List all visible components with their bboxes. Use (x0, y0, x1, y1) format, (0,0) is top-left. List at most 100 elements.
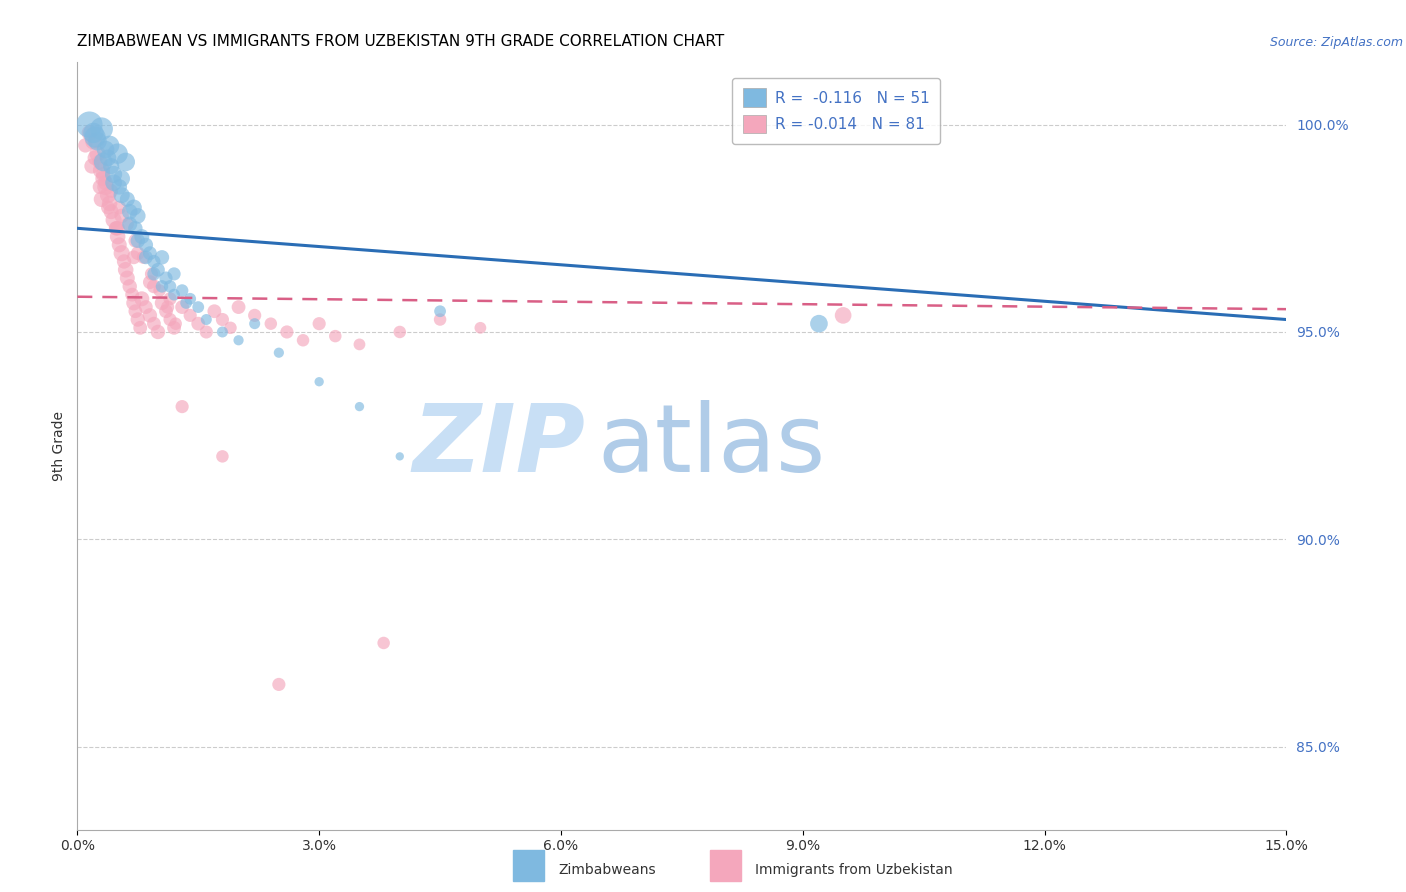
Point (156, 300, 179, 314)
Point (124, 304, 146, 318)
Point (195, 325, 218, 339)
Point (179, 309, 201, 323)
Point (86, 146, 108, 161)
Point (90, 121, 112, 136)
Text: ZIMBABWEAN VS IMMIGRANTS FROM UZBEKISTAN 9TH GRADE CORRELATION CHART: ZIMBABWEAN VS IMMIGRANTS FROM UZBEKISTAN… (77, 34, 724, 49)
Point (807, 317, 830, 331)
Point (117, 271, 139, 285)
Point (111, 171, 134, 186)
Text: Source: ZipAtlas.com: Source: ZipAtlas.com (1270, 36, 1403, 49)
Point (79, 118, 101, 132)
Point (79, 126, 101, 140)
Point (84, 130, 107, 145)
Point (832, 309, 855, 323)
Point (111, 209, 134, 223)
Point (228, 333, 250, 347)
Point (107, 146, 129, 161)
Point (103, 213, 125, 227)
Point (75, 138, 97, 153)
Point (94, 176, 117, 190)
Point (219, 321, 242, 335)
Point (124, 234, 146, 248)
Point (111, 188, 134, 202)
Point (135, 250, 157, 264)
Point (91, 155, 114, 169)
Point (139, 246, 162, 260)
Point (100, 159, 122, 173)
Point (98, 196, 121, 211)
Point (91, 171, 114, 186)
Point (131, 292, 153, 306)
Point (163, 321, 186, 335)
Point (122, 296, 145, 310)
Point (388, 325, 411, 339)
Point (163, 287, 186, 301)
Point (470, 321, 492, 335)
Point (148, 284, 170, 298)
Point (127, 312, 149, 326)
Point (105, 221, 128, 235)
Y-axis label: 9th Grade: 9th Grade (52, 411, 66, 481)
Point (89, 179, 111, 194)
Point (172, 284, 194, 298)
Point (163, 267, 186, 281)
Point (276, 325, 298, 339)
Point (142, 279, 165, 293)
Point (105, 221, 128, 235)
Point (349, 400, 371, 414)
Point (155, 271, 177, 285)
Point (131, 229, 153, 244)
Point (82, 126, 104, 140)
Point (94, 179, 117, 194)
Point (308, 375, 330, 389)
Point (135, 300, 157, 314)
Point (159, 279, 181, 293)
Point (323, 329, 346, 343)
Legend: R =  -0.116   N = 51, R = -0.014   N = 81: R = -0.116 N = 51, R = -0.014 N = 81 (733, 78, 941, 144)
Point (174, 296, 197, 310)
Point (114, 155, 136, 169)
Point (97, 188, 120, 202)
Point (146, 325, 169, 339)
Point (142, 317, 165, 331)
Point (211, 450, 233, 464)
Point (150, 250, 173, 264)
Point (118, 217, 141, 231)
Point (97, 201, 120, 215)
Point (260, 317, 283, 331)
Point (139, 309, 162, 323)
Point (94, 143, 117, 157)
Point (228, 300, 250, 314)
Point (139, 275, 162, 289)
Point (202, 304, 225, 318)
Point (100, 204, 122, 219)
Point (117, 217, 139, 231)
Point (97, 151, 120, 165)
Point (127, 209, 149, 223)
Point (111, 246, 134, 260)
Point (349, 337, 371, 351)
Point (114, 262, 136, 277)
Point (429, 304, 451, 318)
Point (103, 176, 125, 190)
Point (308, 317, 330, 331)
Point (90, 192, 112, 206)
Point (118, 279, 141, 293)
Point (127, 234, 149, 248)
Point (187, 317, 209, 331)
Point (132, 250, 155, 264)
Point (108, 201, 131, 215)
Point (108, 238, 131, 252)
Point (142, 254, 165, 268)
Point (179, 292, 201, 306)
Text: ZIP: ZIP (412, 400, 585, 492)
Point (429, 312, 451, 326)
Point (98, 138, 121, 153)
Point (187, 300, 209, 314)
Point (155, 304, 177, 318)
Point (243, 317, 266, 331)
Point (122, 250, 145, 264)
Point (142, 267, 165, 281)
Point (118, 204, 141, 219)
Point (267, 345, 290, 359)
